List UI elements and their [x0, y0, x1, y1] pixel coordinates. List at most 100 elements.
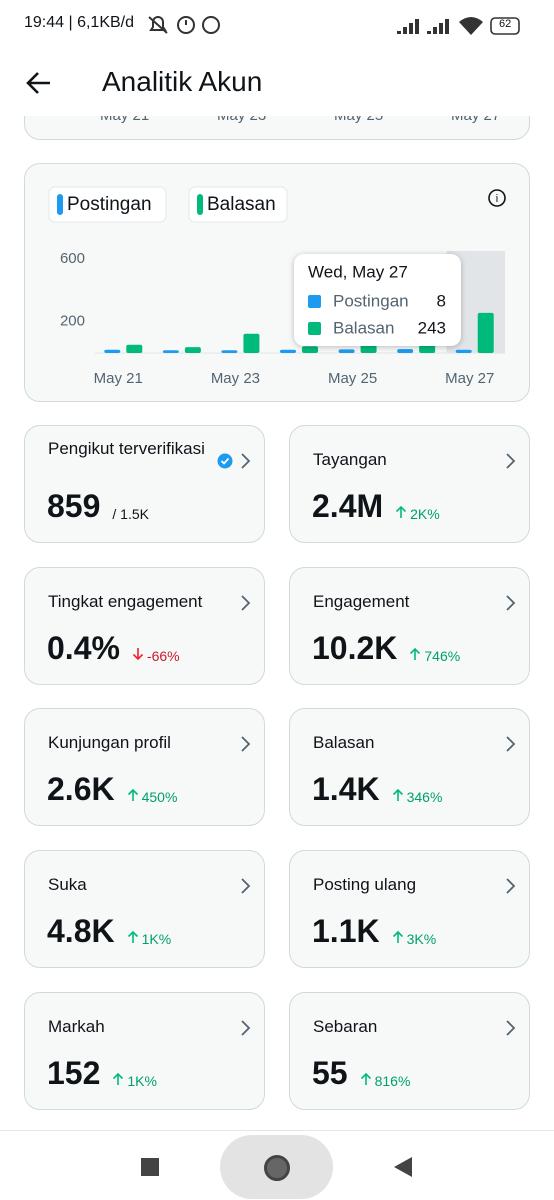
- chevron-path: [506, 736, 516, 753]
- chevron-path: [241, 1020, 251, 1036]
- metric-change: 816%: [374, 1072, 411, 1089]
- tooltip-value: 8: [437, 291, 446, 310]
- chevron-path: [241, 736, 251, 753]
- metric-card[interactable]: Tayangan 2.4M 2K%: [289, 425, 530, 543]
- chevron: [241, 736, 251, 753]
- metric-label: Balasan: [313, 733, 375, 753]
- nav-bar: [0, 1130, 554, 1200]
- info-icon: [488, 189, 506, 207]
- chevron: [506, 595, 516, 611]
- chevron-path: [506, 1020, 516, 1036]
- chevron: [506, 878, 516, 894]
- metric-label: Engagement: [313, 591, 410, 611]
- y-tick-label: 600: [60, 250, 85, 267]
- status-icons: [148, 16, 220, 34]
- metric-change: 1K%: [127, 1072, 157, 1089]
- chevron-path: [506, 878, 516, 894]
- chevron-path: [241, 878, 251, 894]
- x-tick-label: May 27: [445, 370, 494, 387]
- metric-card[interactable]: Pengikut terverifikasi 859 / 1.5K: [24, 425, 265, 543]
- badge-check: [220, 457, 230, 465]
- metric-label: Posting ulang: [313, 875, 417, 895]
- legend-chip: [48, 186, 167, 223]
- x-tick-label: May 21: [94, 370, 143, 387]
- change-arrow: [127, 930, 138, 944]
- chevron: [506, 453, 516, 469]
- metric-card[interactable]: Engagement 10.2K 746%: [289, 566, 530, 685]
- chevron: [506, 736, 516, 753]
- metric-card[interactable]: Balasan 1.4K 346%: [289, 708, 530, 827]
- metric-change: 450%: [141, 789, 178, 806]
- arrow-path: [392, 789, 403, 802]
- metric-card[interactable]: Suka 4.8K 1K%: [24, 850, 265, 969]
- arrow-path: [396, 505, 407, 518]
- metric-change: 2K%: [410, 506, 440, 522]
- metric-value: 1.4K: [312, 771, 380, 808]
- back-nav-button[interactable]: [392, 1157, 414, 1179]
- bar: [162, 350, 179, 353]
- verified-badge: [217, 453, 233, 469]
- metric-value: 1.1K: [312, 913, 380, 950]
- legend-swatch: [57, 194, 63, 215]
- status-bar: 19:44 | 6,1KB/d 62: [0, 0, 554, 50]
- tooltip-series: Balasan: [333, 318, 394, 337]
- bar: [338, 349, 355, 353]
- metric-card[interactable]: Kunjungan profil 2.6K 450%: [24, 708, 265, 827]
- bar: [455, 349, 472, 353]
- info-icon-glyph: i: [496, 193, 498, 205]
- chevron-path: [241, 453, 251, 469]
- bar: [221, 350, 238, 353]
- chevron-path: [506, 453, 516, 469]
- bar: [360, 344, 377, 353]
- bar: [477, 312, 494, 353]
- bar: [419, 343, 436, 353]
- chart-card: Postingan Balasan i 200 600 May 21 May 23 May 2…: [24, 163, 530, 402]
- metric-change: 346%: [406, 789, 443, 806]
- x-tick-label: May 23: [211, 370, 260, 387]
- metric-label: Pengikut terverifikasi: [48, 439, 205, 458]
- metric-change: 3K%: [406, 931, 437, 948]
- change-arrow: [127, 789, 138, 802]
- bar: [243, 333, 260, 353]
- home-button[interactable]: [220, 1135, 333, 1199]
- tooltip: Wed, May 27 Postingan 8 Balasan 243: [294, 254, 461, 346]
- metric-value: 0.4%: [47, 629, 120, 666]
- change-arrow: [360, 1072, 371, 1085]
- status-time: 19:44 | 6,1KB/d: [24, 14, 135, 31]
- change-arrow: [410, 647, 421, 660]
- metric-label: Tayangan: [313, 450, 387, 469]
- tooltip-series: Postingan: [333, 291, 409, 310]
- arrow-path: [127, 789, 138, 802]
- legend-swatch: [197, 194, 203, 215]
- metric-label: Kunjungan profil: [48, 733, 171, 753]
- metric-label: Sebaran: [313, 1016, 378, 1036]
- bar: [302, 346, 318, 353]
- metric-value: 152: [47, 1054, 101, 1091]
- metric-label: Markah: [48, 1016, 105, 1036]
- change-arrow: [392, 930, 403, 944]
- change-arrow: [396, 505, 407, 518]
- arrow-path: [360, 1072, 371, 1085]
- legend-chip: [188, 186, 288, 223]
- metric-value: 4.8K: [47, 913, 115, 950]
- metric-value: 859: [47, 488, 101, 524]
- header: Analitik Akun: [0, 50, 554, 116]
- bar: [184, 347, 201, 353]
- metric-label: Tingkat engagement: [48, 591, 203, 611]
- signal-icons: [397, 17, 520, 35]
- y-tick-label: 200: [60, 313, 85, 330]
- metric-card[interactable]: Tingkat engagement 0.4% -66%: [24, 566, 265, 685]
- bar: [126, 344, 143, 353]
- metric-value: 2.4M: [312, 488, 384, 524]
- metric-card[interactable]: Posting ulang 1.1K 3K%: [289, 850, 530, 969]
- back-button[interactable]: [24, 68, 56, 98]
- metric-card[interactable]: Sebaran 55 816%: [289, 991, 530, 1110]
- bar: [104, 349, 121, 353]
- tooltip-title: Wed, May 27: [308, 262, 408, 281]
- tooltip-value: 243: [418, 318, 446, 337]
- recents-button[interactable]: [141, 1158, 159, 1176]
- metric-change: 746%: [424, 647, 461, 664]
- metric-card[interactable]: Markah 152 1K%: [24, 991, 265, 1110]
- tooltip-swatch: [308, 295, 321, 308]
- change-arrow: [392, 789, 403, 802]
